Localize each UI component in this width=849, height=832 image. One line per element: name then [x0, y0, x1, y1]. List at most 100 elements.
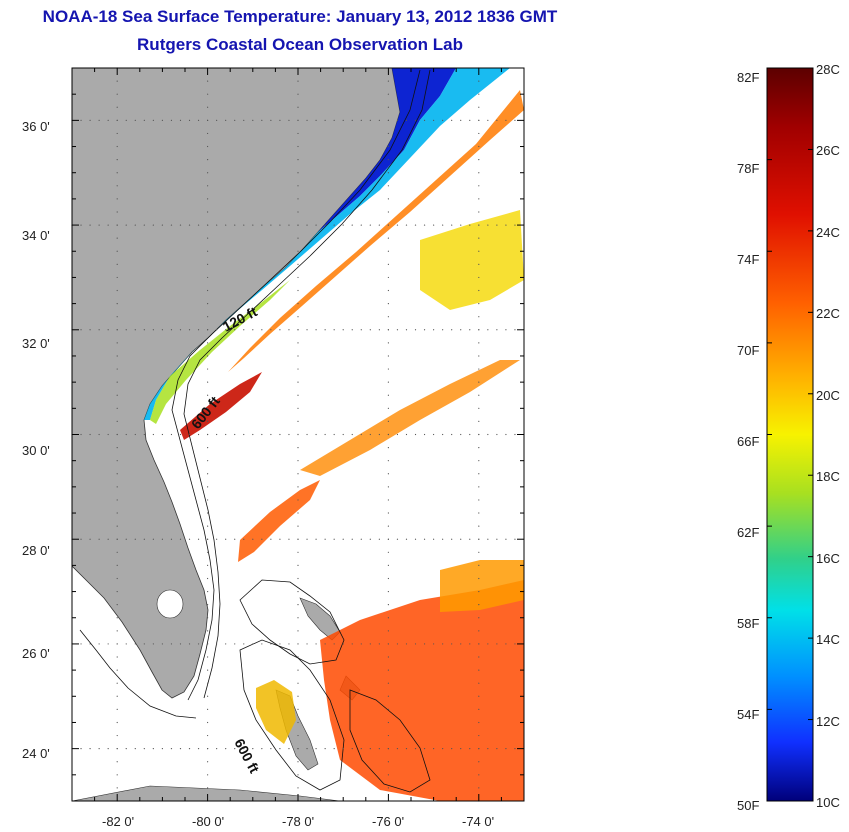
grid-dot [252, 748, 254, 750]
grid-dot [116, 460, 118, 462]
grid-dot [207, 237, 209, 239]
grid-dot [297, 577, 299, 580]
grid-dot [433, 538, 435, 540]
grid-dot [225, 748, 227, 750]
grid-dot [170, 224, 173, 226]
lake-okeechobee [156, 589, 184, 619]
grid-dot [297, 656, 299, 658]
grid-dot [197, 643, 200, 645]
grid-dot [378, 329, 380, 331]
grid-dot [234, 643, 236, 645]
sst-orange-patch-south [440, 560, 524, 612]
grid-dot [134, 538, 136, 540]
grid-dot [225, 433, 227, 436]
grid-dot [107, 329, 109, 331]
grid-dot [387, 224, 389, 226]
grid-dot [387, 577, 389, 580]
grid-dot [387, 708, 389, 710]
grid-dot [297, 499, 299, 501]
grid-dot [297, 159, 299, 161]
grid-dot [387, 80, 389, 82]
grid-dot [116, 80, 118, 82]
grid-dot [478, 93, 480, 95]
title-line-1: NOAA-18 Sea Surface Temperature: January… [42, 7, 558, 26]
grid-dot [207, 669, 209, 671]
grid-dot [143, 433, 145, 436]
grid-dot [387, 263, 389, 265]
grid-dot [207, 761, 209, 763]
lon-label-76: -76 0' [372, 814, 404, 829]
grid-dot [116, 577, 118, 580]
grid-dot [98, 119, 100, 121]
grid-dot [252, 538, 254, 540]
grid-dot [297, 630, 299, 632]
grid-dot [378, 224, 380, 226]
grid-dot [478, 708, 480, 710]
contour-600ft [183, 69, 431, 699]
grid-dot [288, 119, 290, 121]
grid-dot [161, 643, 163, 645]
grid-dot [288, 224, 290, 226]
grid-dot [351, 329, 353, 331]
grid-dot [387, 630, 389, 632]
grid-dot [207, 721, 209, 724]
grid-dot [387, 276, 389, 279]
grid-dot [387, 342, 389, 344]
grid-dot [451, 433, 453, 436]
grid-dot [487, 329, 489, 331]
grid-dot [207, 564, 209, 566]
grid-dot [98, 329, 100, 331]
grid-dot [478, 604, 480, 606]
grid-dot [116, 132, 118, 135]
grid-dot [433, 748, 435, 750]
grid-dot [469, 643, 471, 645]
grid-dot [478, 590, 480, 593]
grid-dot [478, 446, 480, 449]
grid-dot [387, 787, 389, 789]
sst-warm-streak-mid [238, 480, 320, 562]
grid-dot [378, 643, 380, 645]
grid-dot [270, 329, 272, 331]
grid-dot [161, 329, 163, 331]
grid-dot [207, 446, 209, 449]
grid-dot [207, 538, 209, 540]
grid-dot [369, 329, 371, 331]
grid-dot [207, 80, 209, 82]
grid-dot [207, 420, 209, 423]
grid-dot [207, 577, 209, 580]
grid-dot [297, 185, 299, 187]
grid-dot [143, 748, 145, 750]
sst-hot-streak [180, 372, 262, 440]
grid-dot [297, 604, 299, 606]
grid-dot [405, 119, 408, 121]
grid-dot [116, 617, 118, 619]
grid-dot [514, 119, 516, 121]
cbar-f-50: 50F [737, 798, 759, 813]
grid-dot [405, 329, 408, 331]
grid-dot [207, 329, 209, 331]
grid-dot [387, 538, 389, 540]
grid-dot [288, 433, 290, 436]
grid-dot [306, 119, 308, 121]
grid-dot [478, 656, 480, 658]
grid-dot [80, 748, 82, 750]
grid-dot [387, 329, 389, 331]
grid-dot [116, 368, 118, 370]
cbar-f-78: 78F [737, 161, 759, 176]
grid-dot [414, 748, 417, 750]
grid-dot [143, 538, 145, 540]
grid-dot [387, 289, 389, 292]
grid-dot [270, 224, 272, 226]
grid-dot [134, 433, 136, 436]
grid-dot [152, 224, 154, 226]
contour-florida-keys [79, 629, 197, 719]
cuba-coast [72, 785, 341, 801]
grid-dot [216, 433, 218, 436]
grid-dot [216, 538, 218, 540]
grid-dot [188, 748, 191, 750]
grid-dot [333, 538, 335, 540]
grid-dot [297, 224, 299, 226]
grid-dot [514, 538, 516, 540]
sst-cold-nearshore [318, 68, 456, 232]
